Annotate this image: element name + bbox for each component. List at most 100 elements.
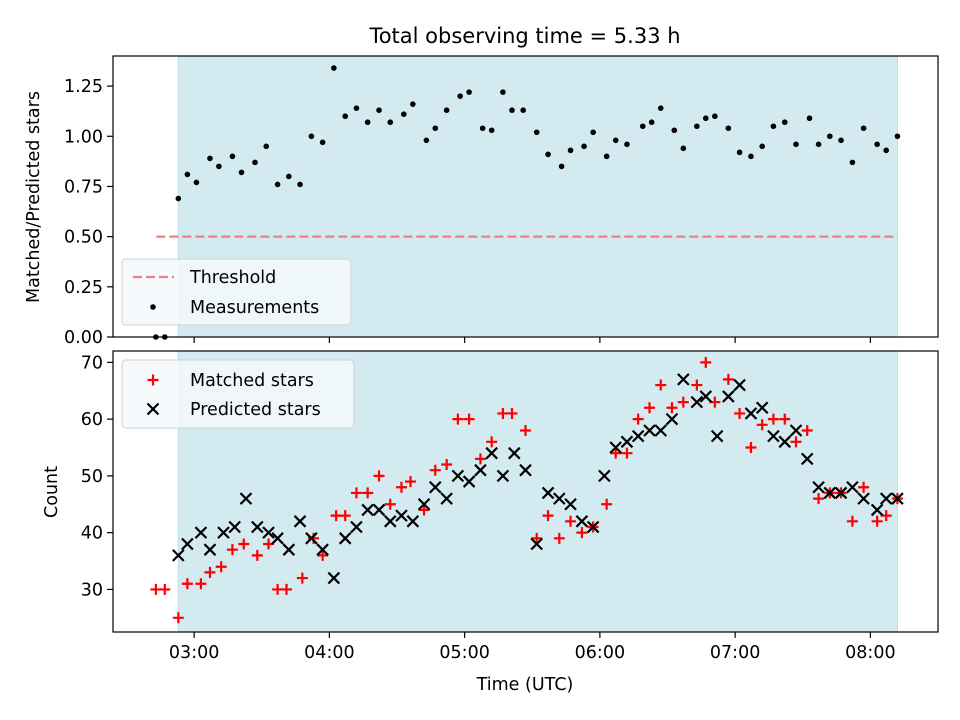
measurement-point <box>238 169 245 176</box>
measurement-point <box>229 153 236 160</box>
x-tick-label: 04:00 <box>304 643 354 663</box>
matched-star-point <box>159 583 171 595</box>
matched-star-point <box>610 447 622 459</box>
measurement-point <box>648 119 655 126</box>
predicted-star-point <box>846 480 859 494</box>
predicted-star-point <box>744 407 758 420</box>
matched-star-point <box>418 504 430 516</box>
legend-predicted-label: Predicted stars <box>190 400 321 420</box>
measurement-point <box>827 133 833 140</box>
predicted-star-point <box>553 492 566 505</box>
predicted-star-point <box>677 373 690 386</box>
measurement-point <box>184 171 191 178</box>
matched-star-point <box>801 424 813 436</box>
matched-star-point <box>691 379 703 391</box>
measurement-point <box>558 163 565 170</box>
predicted-star-point <box>474 463 487 477</box>
predicted-star-point <box>507 446 521 460</box>
predicted-star-point <box>417 497 431 511</box>
predicted-star-point <box>361 503 374 517</box>
predicted-star-point <box>690 395 704 409</box>
bottom-panel-xlabel: Time (UTC) <box>476 675 574 695</box>
matched-star-point <box>395 481 407 493</box>
predicted-star-point <box>733 378 746 392</box>
measurement-point <box>297 181 303 188</box>
measurement-point <box>274 181 281 188</box>
matched-star-point <box>486 436 498 448</box>
y-tick-label: 60 <box>81 410 103 430</box>
predicted-star-point <box>891 492 904 505</box>
matched-star-point <box>880 510 892 522</box>
y-tick-label: 30 <box>81 580 103 600</box>
predicted-star-point <box>327 571 341 585</box>
matched-star-point <box>756 419 768 431</box>
matched-star-point <box>181 578 193 590</box>
x-tick-label: 06:00 <box>575 643 625 663</box>
matched-star-point <box>350 487 362 499</box>
matched-star-point <box>722 373 734 385</box>
matched-star-point <box>281 583 293 595</box>
predicted-star-point <box>383 515 397 528</box>
matched-star-point <box>373 470 385 482</box>
measurement-point <box>308 133 315 140</box>
measurement-point <box>479 125 486 132</box>
predicted-star-point <box>778 435 792 449</box>
y-tick-label: 0.25 <box>64 278 103 298</box>
matched-star-point <box>317 549 329 561</box>
top-panel-ylabel: Matched/Predicted stars <box>24 91 44 303</box>
matched-star-point <box>520 424 531 436</box>
predicted-star-point <box>338 532 352 545</box>
measurement-point <box>353 105 360 111</box>
measurement-point <box>736 149 743 156</box>
matched-star-point <box>506 407 518 419</box>
measurement-point <box>567 147 574 154</box>
measurement-point <box>216 163 222 170</box>
predicted-star-point <box>462 475 476 488</box>
measurement-point <box>603 153 610 160</box>
predicted-star-point <box>654 424 668 437</box>
measurement-point <box>590 129 596 136</box>
measurement-point <box>319 139 326 146</box>
predicted-star-point <box>271 532 284 545</box>
measurement-point <box>263 143 270 150</box>
matched-star-point <box>226 544 238 556</box>
predicted-star-point <box>643 424 656 437</box>
measurement-point <box>838 137 844 144</box>
matched-star-point <box>700 356 712 368</box>
predicted-star-point <box>194 526 208 539</box>
y-tick-label: 0.00 <box>64 328 103 348</box>
measurement-point <box>815 141 822 148</box>
predicted-star-point <box>755 401 769 415</box>
matched-star-point <box>779 413 791 425</box>
predicted-star-point <box>181 537 194 551</box>
matched-star-point <box>452 413 464 425</box>
predicted-star-point <box>282 543 296 556</box>
matched-star-point <box>238 538 250 550</box>
measurement-point <box>639 123 646 130</box>
measurement-points <box>153 65 901 340</box>
matched-star-point <box>871 515 883 527</box>
matched-star-point <box>531 532 543 544</box>
measurement-point <box>680 145 687 152</box>
matched-star-point <box>565 515 577 527</box>
predicted-star-point <box>316 543 329 556</box>
measurement-point <box>874 141 880 148</box>
matched-star-point <box>362 487 374 499</box>
measurement-point <box>443 107 450 113</box>
measurement-point <box>500 89 506 95</box>
predicted-star-point <box>395 509 408 522</box>
predicted-star-point <box>530 537 544 551</box>
legend-measurements-label: Measurements <box>190 298 319 318</box>
matched-star-point <box>204 566 216 578</box>
measurement-point <box>193 179 200 186</box>
matched-star-point <box>172 612 184 624</box>
axes-frame <box>112 55 939 338</box>
predicted-star-point <box>429 480 442 494</box>
measurement-point <box>400 111 407 118</box>
y-tick-label: 50 <box>81 467 103 487</box>
bottom-panel-legend: Matched stars Predicted stars <box>121 359 355 429</box>
axes-frame <box>112 350 939 633</box>
predicted-star-point <box>598 469 611 483</box>
predicted-star-point <box>203 543 217 556</box>
